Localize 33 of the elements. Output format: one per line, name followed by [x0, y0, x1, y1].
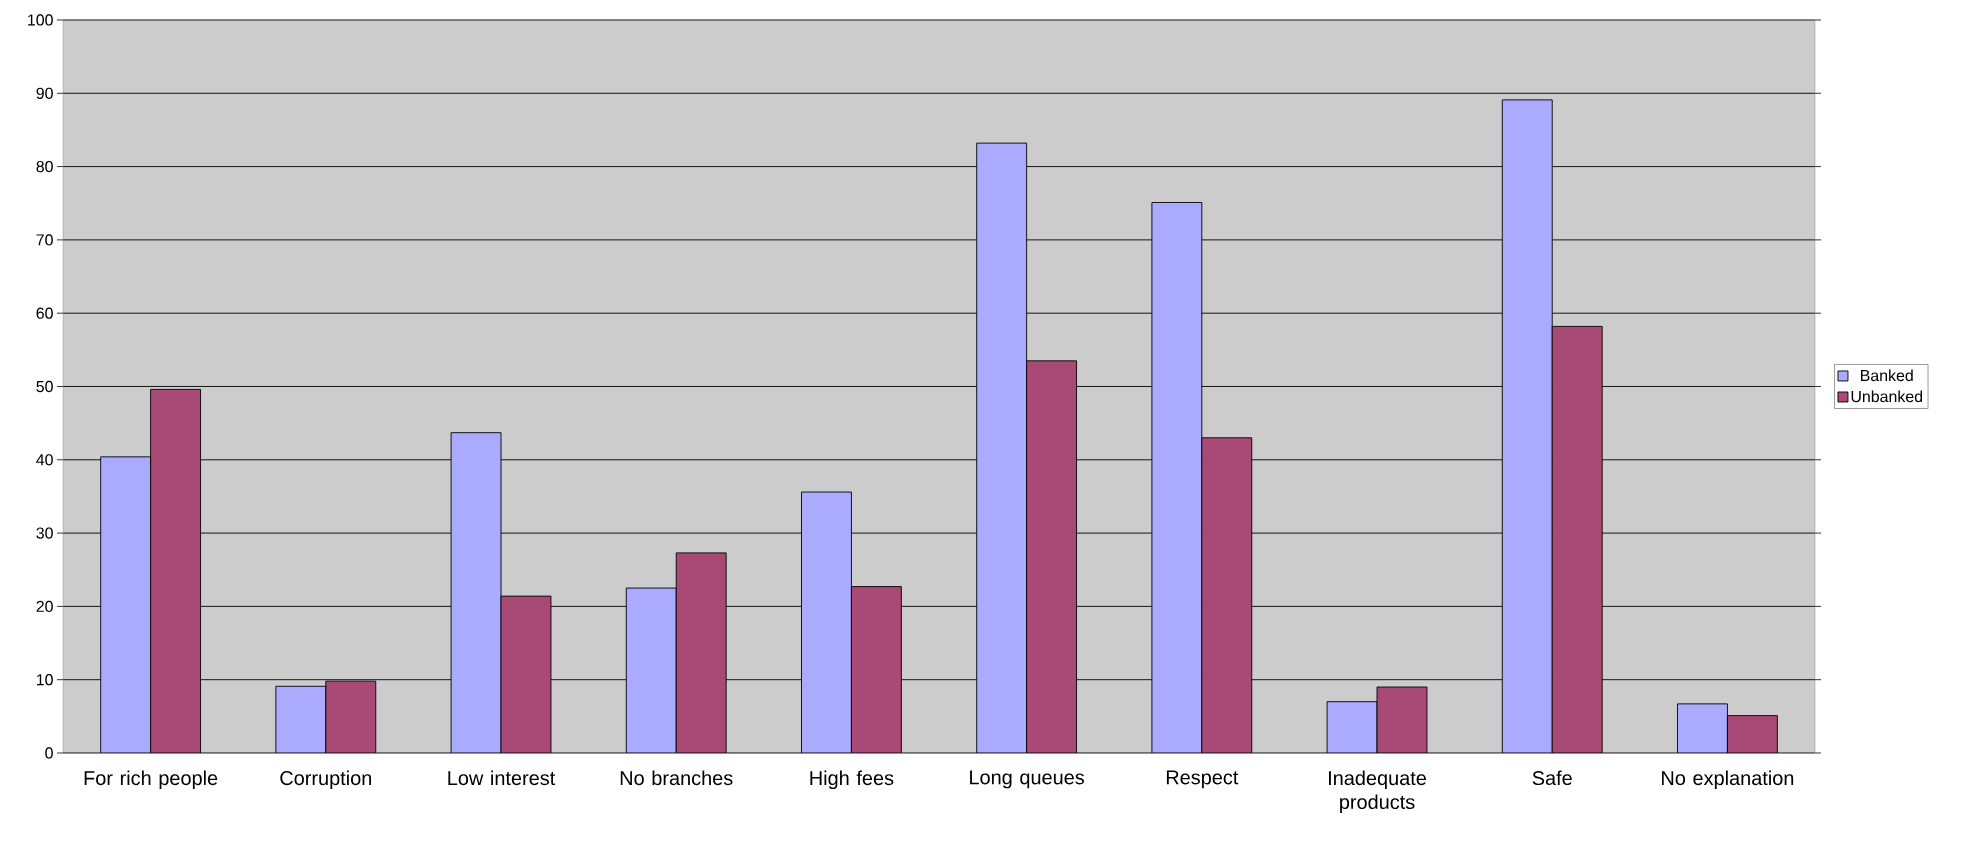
- bar: [1551, 325, 1603, 753]
- bar: [1376, 686, 1428, 753]
- bar: [1026, 360, 1078, 753]
- bar: [500, 595, 552, 753]
- y-tick-label: 40: [36, 454, 53, 466]
- bar: [325, 680, 377, 753]
- y-tick-label: 10: [36, 674, 53, 686]
- y-tick-label: 70: [36, 234, 53, 246]
- x-tick-label: For rich people: [84, 770, 218, 790]
- y-tick-label: 20: [36, 600, 53, 613]
- x-tick-label: Inadequate products: [1329, 770, 1426, 813]
- x-tick-label: No explanation: [1662, 770, 1794, 790]
- y-tick-label: 30: [36, 527, 53, 539]
- x-tick-label: Low interest: [448, 770, 556, 786]
- x-tick-label: No branches: [620, 770, 733, 786]
- x-tick-label: Long queues: [970, 770, 1085, 789]
- bar: [1201, 437, 1253, 753]
- x-tick-label: Respect: [1166, 770, 1239, 789]
- bar: [675, 552, 727, 753]
- y-tick-label: 100: [28, 14, 53, 26]
- y-tick-label: 60: [36, 307, 53, 319]
- x-tick-label: High fees: [810, 770, 894, 790]
- x-tick-label: Safe: [1532, 770, 1572, 786]
- y-tick-label: 0: [45, 747, 53, 759]
- x-tick-label: Corruption: [280, 770, 372, 790]
- bar: [1726, 715, 1778, 753]
- y-tick-label: 80: [36, 160, 53, 173]
- legend-label: Unbanked: [1851, 390, 1923, 403]
- y-tick-label: 90: [36, 87, 53, 99]
- y-tick-label: 50: [36, 380, 53, 393]
- legend-label: Banked: [1861, 369, 1913, 382]
- bar: [850, 586, 902, 753]
- bar: [150, 388, 201, 753]
